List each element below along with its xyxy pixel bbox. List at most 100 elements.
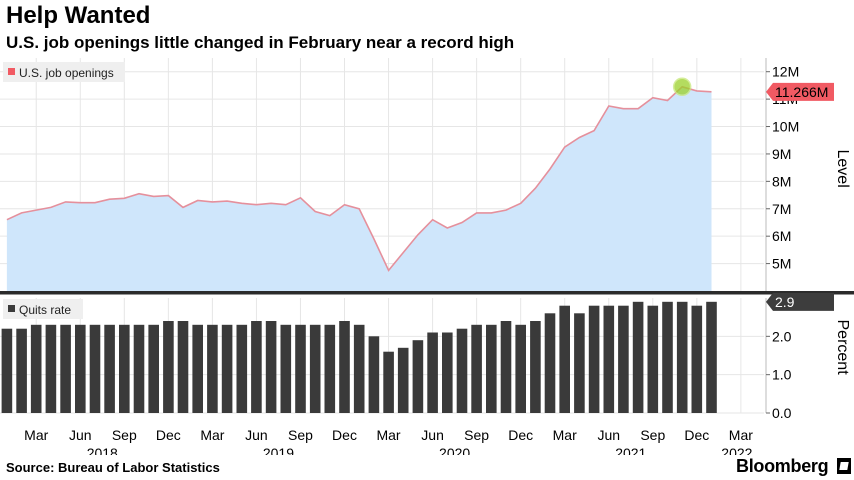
quits-rate-bar <box>16 328 27 413</box>
x-month-label: Sep <box>640 427 665 443</box>
x-month-label: Sep <box>464 427 489 443</box>
quits-rate-bar <box>1 328 13 413</box>
brand-logo-text: Bloomberg <box>736 456 829 476</box>
quits-rate-bar <box>89 324 101 413</box>
quits-rate-bar <box>515 324 526 413</box>
quits-rate-bar <box>574 313 585 413</box>
top-ytick-label: 7M <box>772 201 791 217</box>
quits-rate-bar <box>559 305 570 413</box>
bottom-legend-label: Quits rate <box>19 303 71 317</box>
bottom-last-value-label: 2.9 <box>775 294 795 310</box>
x-year-label: 2019 <box>263 445 294 455</box>
quits-rate-bar <box>368 336 380 413</box>
top-legend-box <box>3 62 125 82</box>
quits-rate-bar <box>412 340 424 413</box>
x-month-label: Sep <box>288 427 313 443</box>
x-year-label: 2020 <box>439 445 470 455</box>
chart-title: Help Wanted <box>6 2 151 29</box>
quits-rate-bar <box>632 301 644 413</box>
quits-rate-bar <box>471 324 482 413</box>
x-month-label: Jun <box>597 427 620 443</box>
bottom-last-value-tag <box>766 292 834 311</box>
quits-rate-bar <box>280 324 292 413</box>
x-month-label: Mar <box>729 427 753 443</box>
quits-rate-bar <box>324 324 336 413</box>
quits-rate-bar <box>309 324 321 413</box>
quits-rate-bar <box>691 305 703 413</box>
top-ytick-label: 5M <box>772 256 791 272</box>
quits-rate-bar <box>530 321 541 413</box>
quits-rate-bar <box>119 324 130 413</box>
top-ytick-label: 8M <box>772 173 791 189</box>
x-month-label: Mar <box>376 427 400 443</box>
bottom-ytick-label: 1.0 <box>772 367 792 383</box>
chart-subtitle: U.S. job openings little changed in Febr… <box>6 33 515 52</box>
x-year-label: 2021 <box>615 445 646 455</box>
x-month-label: Jun <box>69 427 92 443</box>
quits-rate-bar <box>427 332 438 413</box>
quits-rate-bar <box>163 321 174 413</box>
x-year-label: 2022 <box>721 445 752 455</box>
quits-rate-bar <box>588 305 600 413</box>
quits-rate-bar <box>60 324 71 413</box>
quits-rate-bar <box>397 347 409 413</box>
quits-rate-bar <box>148 324 159 413</box>
quits-rate-bar <box>221 324 233 413</box>
top-ytick-label: 6M <box>772 228 791 244</box>
bottom-axis-title: Percent <box>834 320 851 376</box>
quits-rate-bar <box>339 321 350 413</box>
quits-rate-bar <box>30 324 42 413</box>
quits-rate-bar <box>456 328 468 413</box>
top-ytick-label: 12M <box>772 64 799 80</box>
bottom-legend-swatch <box>8 305 15 312</box>
x-year-label: 2018 <box>87 445 118 455</box>
quits-rate-bar <box>647 305 659 413</box>
x-month-label: Dec <box>508 427 533 443</box>
quits-rate-bar <box>662 301 673 413</box>
bottom-ytick-label: 0.0 <box>772 405 792 421</box>
quits-rate-bar <box>706 301 717 413</box>
last-value-label: 11.266M <box>775 84 828 100</box>
x-month-label: Jun <box>245 427 268 443</box>
quits-rate-bar <box>236 324 248 413</box>
quits-rate-bar <box>207 324 218 413</box>
quits-rate-bar <box>177 321 189 413</box>
peak-highlight-marker <box>672 77 692 97</box>
quits-rate-bar <box>75 324 86 413</box>
quits-rate-bar <box>500 321 512 413</box>
quits-rate-bar <box>353 324 365 413</box>
top-ytick-label: 10M <box>772 119 799 135</box>
bottom-legend-box <box>3 299 83 319</box>
x-month-label: Mar <box>200 427 224 443</box>
quits-rate-bar <box>442 332 453 413</box>
job-openings-area <box>6 86 712 291</box>
panel-divider <box>0 291 854 295</box>
x-month-label: Jun <box>421 427 444 443</box>
source-note: Source: Bureau of Labor Statistics <box>6 460 220 475</box>
x-month-label: Dec <box>684 427 709 443</box>
top-ytick-label: 9M <box>772 146 791 162</box>
x-month-label: Mar <box>24 427 48 443</box>
quits-rate-bar <box>295 324 306 413</box>
quits-rate-bar <box>486 324 497 413</box>
quits-rate-bar <box>618 305 629 413</box>
bloomberg-terminal-icon <box>837 458 851 474</box>
top-legend-label: U.S. job openings <box>19 66 114 80</box>
quits-rate-bar <box>544 313 556 413</box>
quits-rate-bar <box>383 351 394 413</box>
x-month-label: Mar <box>553 427 577 443</box>
quits-rate-bar <box>676 301 688 413</box>
top-legend-swatch <box>8 68 15 75</box>
job-openings-line <box>6 85 712 272</box>
last-value-tag <box>766 82 834 101</box>
x-month-label: Dec <box>332 427 357 443</box>
bottom-ytick-label: 2.0 <box>772 328 792 344</box>
quits-rate-bar <box>104 324 115 413</box>
quits-rate-bar <box>251 321 262 413</box>
quits-rate-bar <box>133 324 145 413</box>
quits-rate-bar <box>192 324 203 413</box>
x-month-label: Dec <box>156 427 181 443</box>
x-month-label: Sep <box>112 427 137 443</box>
quits-rate-bar <box>45 324 57 413</box>
